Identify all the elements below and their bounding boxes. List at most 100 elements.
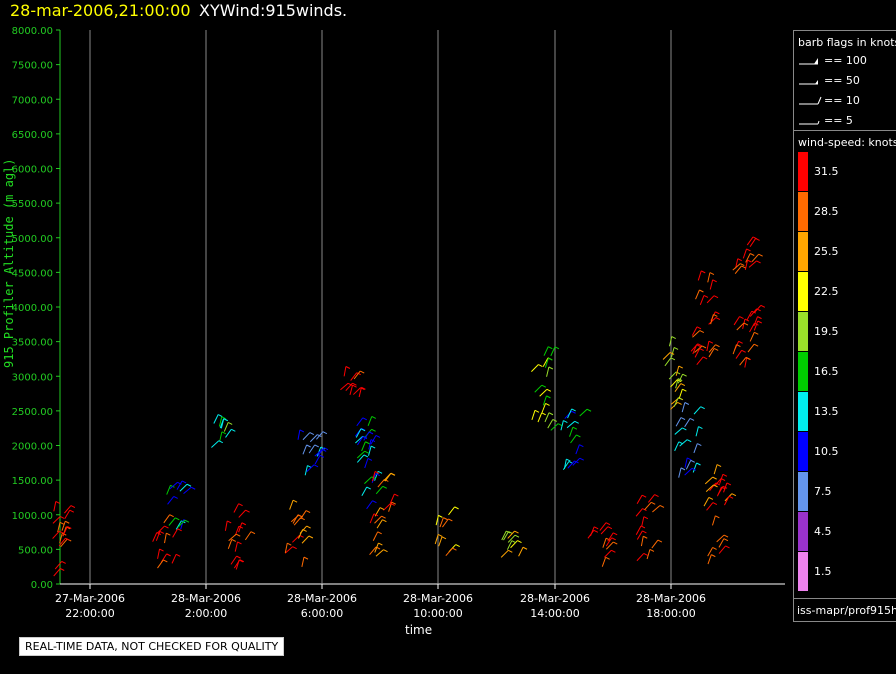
speed-swatch xyxy=(798,552,808,591)
wind-barb-flag xyxy=(166,553,171,557)
wind-barb xyxy=(366,500,373,510)
wind-barb xyxy=(550,423,559,431)
wind-barb-flag xyxy=(736,344,741,348)
wind-barb-flag xyxy=(238,559,244,563)
wind-barb xyxy=(751,253,760,263)
wind-barb xyxy=(699,295,705,305)
wind-barb-flag xyxy=(754,331,759,335)
wind-barb xyxy=(697,270,702,281)
wind-barb xyxy=(753,305,762,314)
wind-barb-flag xyxy=(731,493,737,497)
wind-barb xyxy=(567,460,575,469)
wind-barb xyxy=(732,263,741,271)
wind-barb-flag xyxy=(654,494,659,498)
wind-barb-flag xyxy=(701,345,707,349)
wind-barb xyxy=(503,531,509,541)
wind-barb-flag xyxy=(511,540,517,544)
wind-barb xyxy=(357,436,364,446)
wind-barb xyxy=(651,539,659,549)
wind-barb-flag xyxy=(306,525,311,529)
wind-barb-flag xyxy=(241,522,247,526)
wind-barb-cluster xyxy=(531,346,563,431)
wind-barb-flag xyxy=(698,426,703,430)
y-tick-label: 4500.00 xyxy=(12,268,53,279)
wind-barb xyxy=(646,549,651,560)
wind-barb-flag xyxy=(708,496,714,500)
wind-barb-flag xyxy=(699,330,705,333)
y-tick-label: 7000.00 xyxy=(12,95,53,106)
wind-barb-flag xyxy=(236,555,241,559)
wind-barb xyxy=(375,485,384,495)
wind-barb xyxy=(678,389,683,399)
wind-barb-flag xyxy=(552,419,557,422)
wind-barb-flag xyxy=(689,417,695,421)
wind-barb xyxy=(695,426,699,437)
wind-barb xyxy=(636,553,645,562)
wind-barb-flag xyxy=(574,420,579,424)
wind-barb xyxy=(694,348,701,358)
wind-barb-flag xyxy=(572,426,578,430)
wind-barb-flag xyxy=(55,501,60,504)
wind-barb-flag xyxy=(517,540,522,543)
wind-barb-flag xyxy=(713,347,719,351)
wind-barb-flag xyxy=(557,423,563,427)
wind-barb xyxy=(353,387,361,395)
wind-barb-cluster xyxy=(224,503,256,570)
wind-barb xyxy=(369,513,375,524)
wind-barb-flag xyxy=(712,476,717,480)
wind-barb xyxy=(674,383,682,392)
wind-barb xyxy=(176,480,183,490)
wind-barb-flag xyxy=(227,421,233,425)
speed-swatch xyxy=(798,432,808,471)
wind-barb-flag xyxy=(671,336,676,339)
wind-barb-flag xyxy=(545,402,550,406)
wind-barb-flag xyxy=(722,485,728,489)
wind-barb xyxy=(742,248,748,259)
wind-barb-flag xyxy=(579,444,584,448)
wind-barb xyxy=(442,518,449,528)
wind-barb xyxy=(356,417,364,427)
wind-barb-flag xyxy=(441,536,447,540)
wind-barb xyxy=(225,429,232,438)
wind-barb-flag xyxy=(753,343,759,347)
wind-barb-flag xyxy=(298,514,303,518)
wind-barb-flag xyxy=(701,270,706,274)
wind-barb xyxy=(707,554,712,565)
wind-barb xyxy=(383,503,392,511)
wind-barb-flag xyxy=(643,552,648,556)
wind-barb-flag xyxy=(61,561,66,564)
wind-barb-flag xyxy=(438,514,443,518)
y-tick-label: 1500.00 xyxy=(12,476,53,487)
wind-barb xyxy=(439,517,444,528)
wind-barb-cluster xyxy=(211,414,236,448)
wind-barb-flag xyxy=(563,420,568,423)
speed-swatch-label: 13.5 xyxy=(814,405,839,418)
wind-barb xyxy=(543,346,549,356)
wind-barb xyxy=(546,366,550,377)
wind-barb-flag xyxy=(300,517,305,521)
wind-barb xyxy=(674,427,683,435)
speed-swatch-label: 28.5 xyxy=(814,205,839,218)
wind-barb xyxy=(567,408,573,419)
wind-barb xyxy=(168,517,176,526)
wind-barb-flag xyxy=(175,553,181,557)
wind-barb-flag xyxy=(361,386,366,390)
wind-barb-flag xyxy=(696,344,701,348)
wind-barb-flag xyxy=(686,457,692,461)
wind-barb xyxy=(709,279,714,290)
wind-barb-flag xyxy=(708,340,714,344)
wind-barb xyxy=(570,434,577,444)
wind-barb-flag xyxy=(452,547,457,551)
wind-barb xyxy=(652,505,661,513)
wind-barb xyxy=(175,520,182,530)
wind-barb-flag xyxy=(712,502,718,506)
wind-barb-flag xyxy=(190,486,196,490)
wind-barb-flag xyxy=(699,289,704,293)
wind-barb-flag xyxy=(612,532,618,536)
wind-barb-flag xyxy=(678,441,684,445)
wind-barb xyxy=(684,457,688,468)
wind-barb-flag xyxy=(696,462,701,466)
wind-barb-cluster xyxy=(690,270,721,365)
wind-barb-flag xyxy=(69,509,75,513)
wind-barb xyxy=(54,561,63,570)
